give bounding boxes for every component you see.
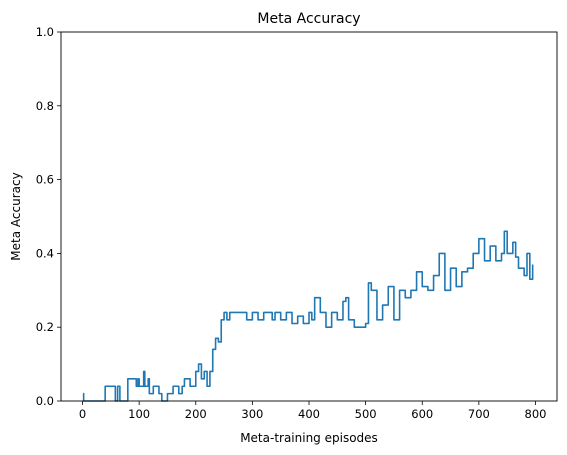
y-tick-label: 0.0 [36,394,54,408]
x-tick-label: 100 [128,407,150,421]
x-tick-label: 800 [525,407,547,421]
x-tick-label: 400 [298,407,320,421]
y-tick-label: 0.2 [36,320,54,334]
y-tick-label: 0.6 [36,173,54,187]
series-line-0 [82,230,534,402]
x-tick-label: 700 [468,407,490,421]
y-tick-label: 0.4 [36,246,54,260]
x-axis-label: Meta-training episodes [240,431,378,445]
y-tick-label: 0.8 [36,99,54,113]
x-tick-label: 0 [79,407,86,421]
plot-area [60,31,558,402]
y-axis-label: Meta Accuracy [9,172,23,260]
plot-frame [60,31,558,402]
chart-title: Meta Accuracy [257,11,360,27]
x-axis-ticks: 0 100 200 300 400 500 600 700 800 [79,401,547,421]
y-tick-label: 1.0 [36,25,54,39]
x-tick-label: 200 [185,407,207,421]
x-tick-label: 600 [411,407,433,421]
x-tick-label: 500 [355,407,377,421]
x-tick-label: 300 [241,407,263,421]
y-axis-ticks: 0.0 0.2 0.4 0.6 0.8 1.0 [36,25,61,408]
